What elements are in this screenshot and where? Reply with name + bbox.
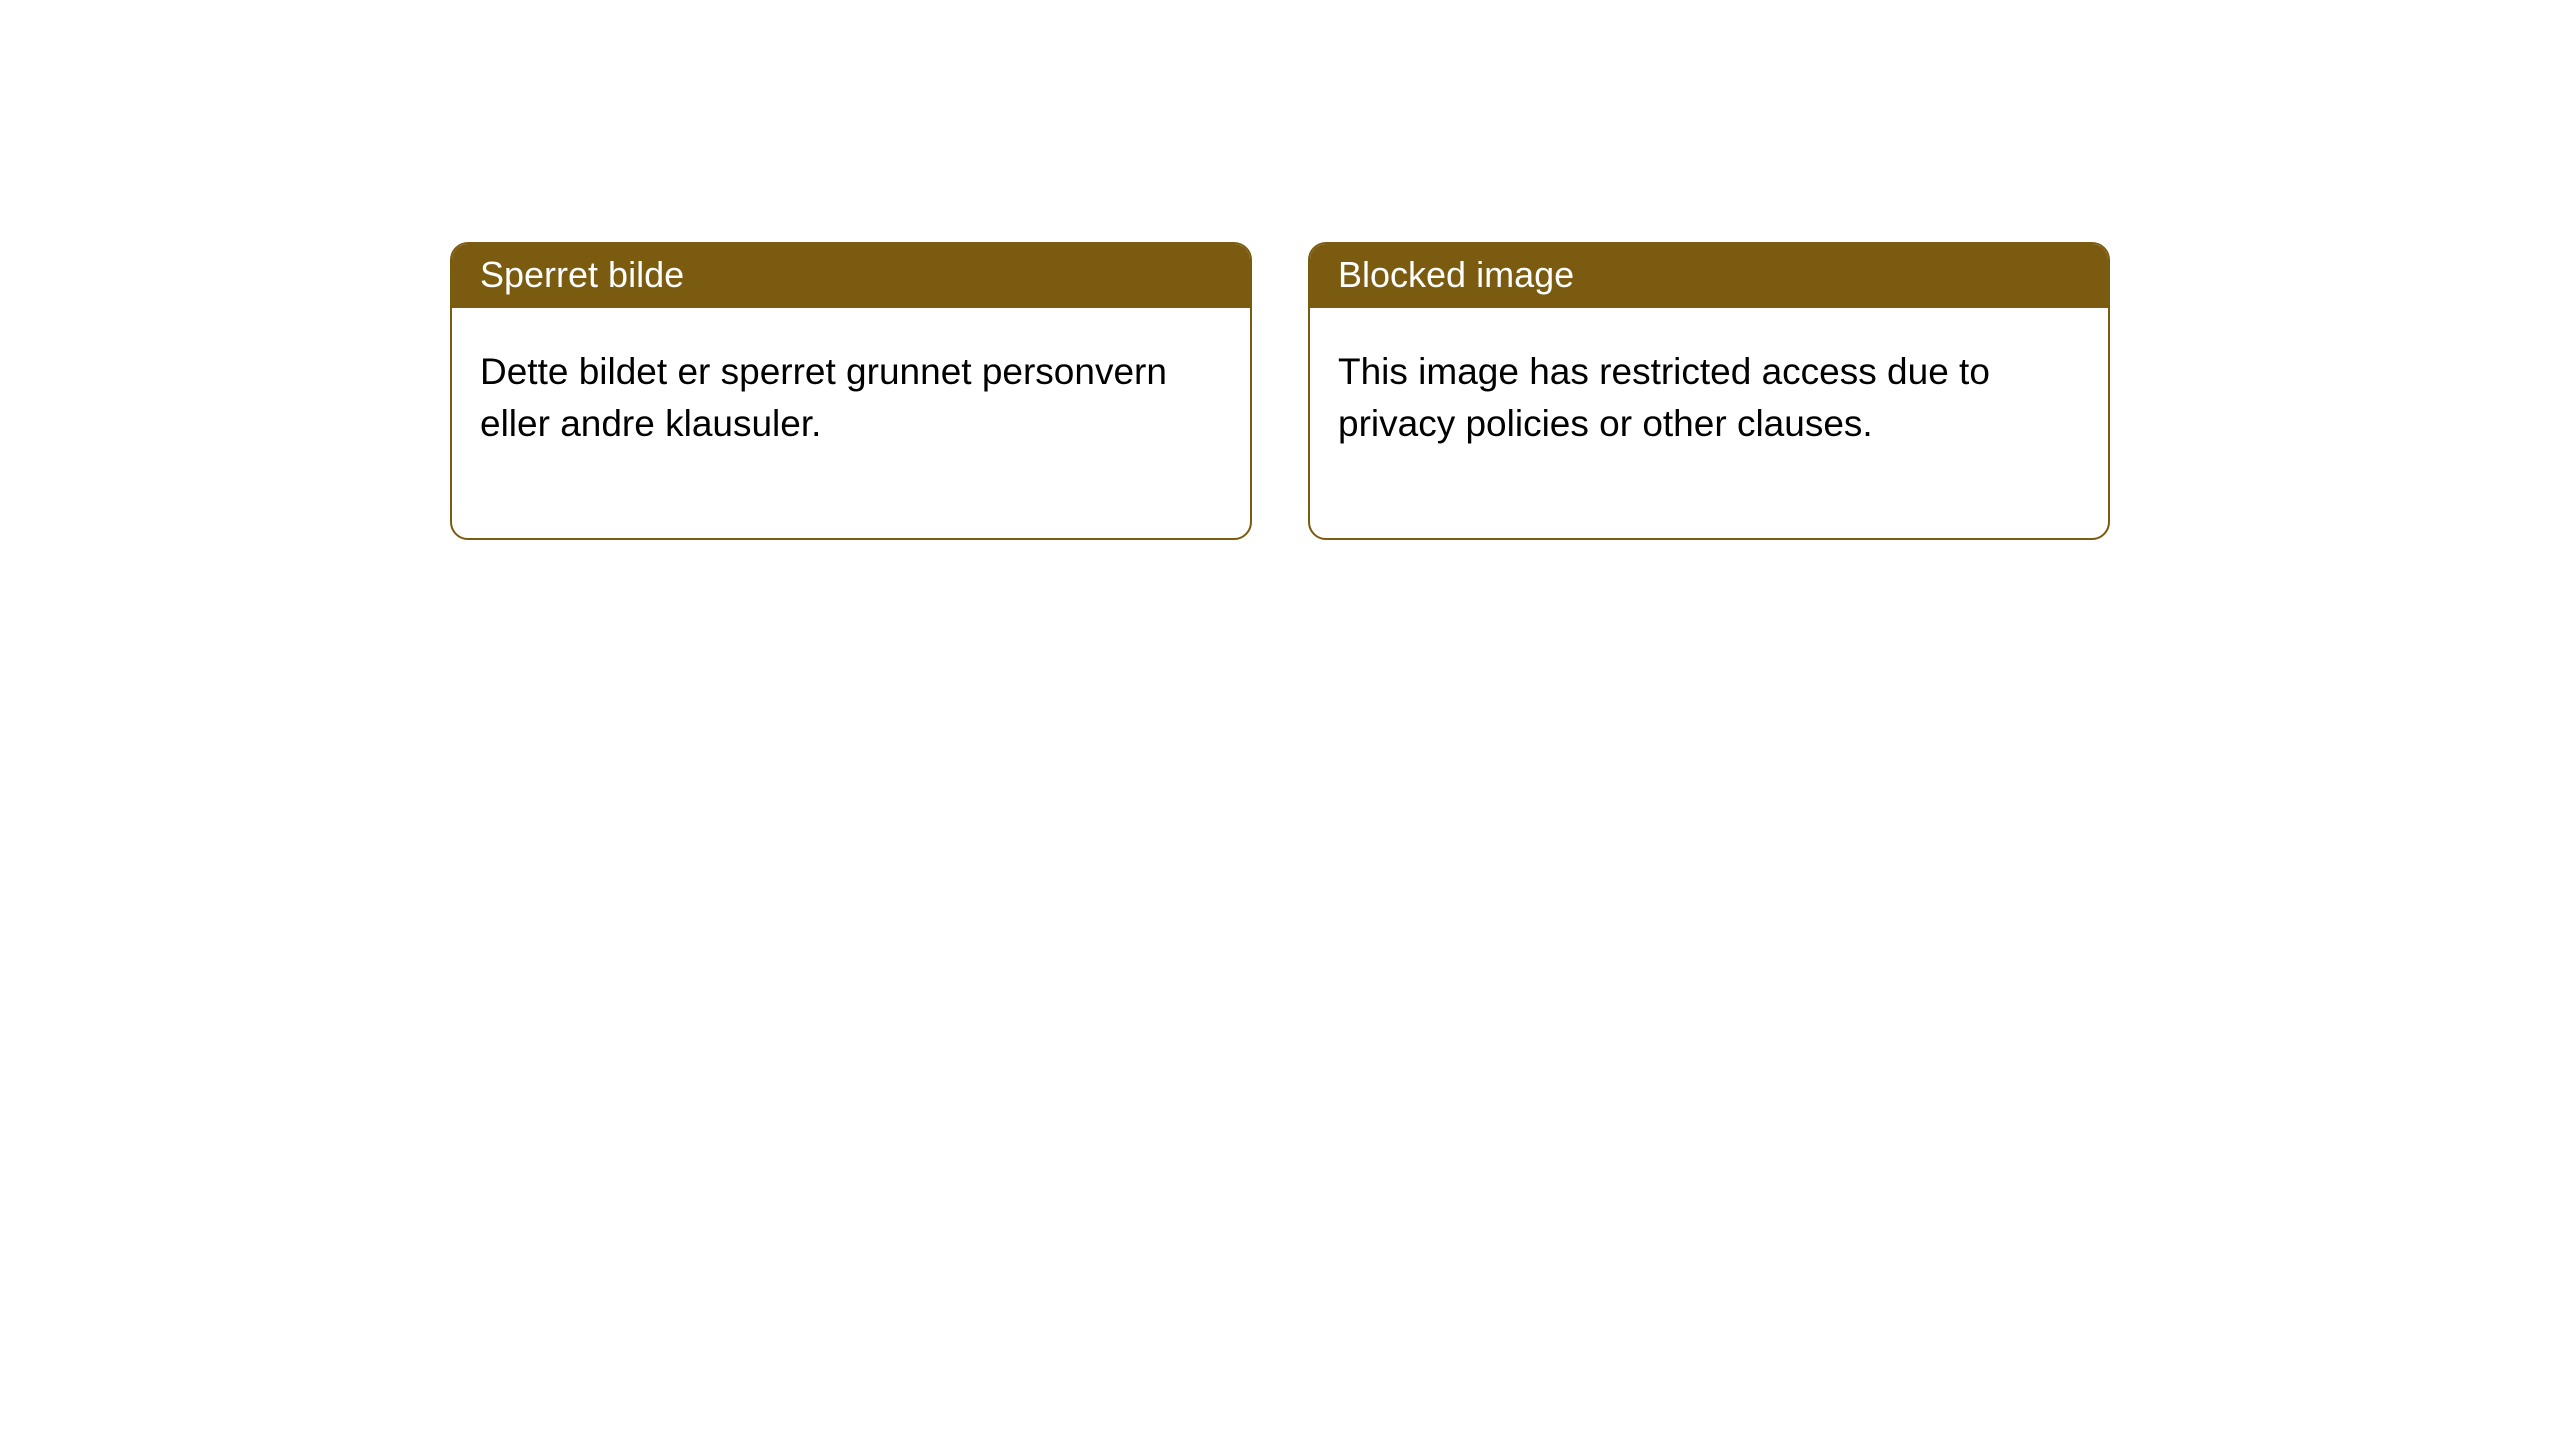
- notice-card-english: Blocked image This image has restricted …: [1308, 242, 2110, 540]
- notice-header: Sperret bilde: [452, 244, 1250, 308]
- notice-container: Sperret bilde Dette bildet er sperret gr…: [0, 0, 2560, 540]
- notice-header: Blocked image: [1310, 244, 2108, 308]
- notice-card-norwegian: Sperret bilde Dette bildet er sperret gr…: [450, 242, 1252, 540]
- notice-body: This image has restricted access due to …: [1310, 308, 2108, 538]
- notice-body: Dette bildet er sperret grunnet personve…: [452, 308, 1250, 538]
